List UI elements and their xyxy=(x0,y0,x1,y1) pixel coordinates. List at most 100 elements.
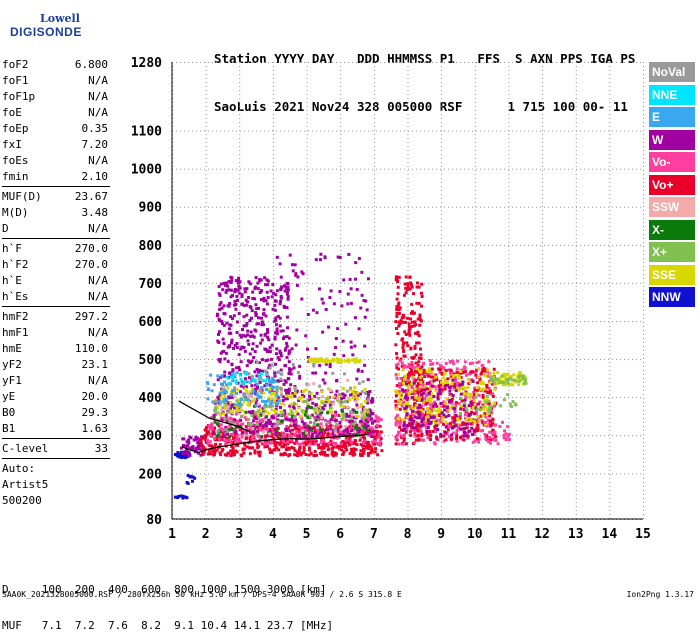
grid-dot xyxy=(441,222,442,223)
grid-dot xyxy=(239,98,240,99)
grid-dot xyxy=(542,418,543,419)
grid-dot xyxy=(552,321,553,322)
grid-dot xyxy=(408,266,409,267)
grid-dot xyxy=(374,78,375,79)
grid-dot xyxy=(542,150,543,151)
grid-dot xyxy=(609,246,610,247)
grid-dot xyxy=(576,498,577,499)
grid-dot xyxy=(264,321,265,322)
grid-dot xyxy=(540,435,541,436)
grid-dot xyxy=(239,226,240,227)
grid-dot xyxy=(396,473,397,474)
grid-dot xyxy=(188,245,189,246)
grid-dot xyxy=(206,394,207,395)
grid-dot xyxy=(280,283,281,284)
grid-dot xyxy=(609,338,610,339)
grid-dot xyxy=(400,207,401,208)
grid-dot xyxy=(612,131,613,132)
grid-dot xyxy=(388,321,389,322)
grid-dot xyxy=(392,245,393,246)
grid-dot xyxy=(580,169,581,170)
grid-dot xyxy=(542,218,543,219)
grid-dot xyxy=(500,435,501,436)
grid-dot xyxy=(307,174,308,175)
grid-dot xyxy=(252,245,253,246)
grid-dot xyxy=(616,473,617,474)
grid-dot xyxy=(206,374,207,375)
echo-point xyxy=(308,449,311,452)
grid-dot xyxy=(273,190,274,191)
grid-dot xyxy=(584,359,585,360)
grid-dot xyxy=(374,226,375,227)
grid-dot xyxy=(408,106,409,107)
grid-dot xyxy=(280,397,281,398)
grid-dot xyxy=(643,274,644,275)
echo-point xyxy=(245,299,248,302)
echo-point xyxy=(285,425,288,428)
grid-dot xyxy=(307,186,308,187)
grid-dot xyxy=(475,322,476,323)
echo-point xyxy=(285,342,288,345)
grid-dot xyxy=(340,150,341,151)
grid-dot xyxy=(512,435,513,436)
grid-dot xyxy=(307,70,308,71)
grid-dot xyxy=(408,142,409,143)
grid-dot xyxy=(643,330,644,331)
grid-dot xyxy=(576,402,577,403)
grid-dot xyxy=(340,382,341,383)
grid-dot xyxy=(384,169,385,170)
grid-dot xyxy=(609,230,610,231)
grid-dot xyxy=(643,414,644,415)
grid-dot xyxy=(239,114,240,115)
grid-dot xyxy=(542,182,543,183)
grid-dot xyxy=(432,131,433,132)
grid-dot xyxy=(239,118,240,119)
grid-dot xyxy=(264,245,265,246)
grid-dot xyxy=(336,283,337,284)
grid-dot xyxy=(292,473,293,474)
grid-dot xyxy=(508,266,509,267)
echo-point xyxy=(354,261,357,264)
grid-dot xyxy=(308,321,309,322)
echo-point xyxy=(331,447,334,450)
grid-dot xyxy=(616,397,617,398)
grid-dot xyxy=(307,218,308,219)
grid-dot xyxy=(206,310,207,311)
grid-dot xyxy=(408,446,409,447)
echo-point xyxy=(314,450,317,453)
grid-dot xyxy=(364,473,365,474)
grid-dot xyxy=(380,62,381,63)
echo-point xyxy=(314,431,317,434)
grid-dot xyxy=(576,410,577,411)
grid-dot xyxy=(548,435,549,436)
grid-dot xyxy=(408,66,409,67)
grid-dot xyxy=(542,494,543,495)
grid-dot xyxy=(206,226,207,227)
echo-point xyxy=(230,279,233,282)
grid-dot xyxy=(273,174,274,175)
grid-dot xyxy=(273,170,274,171)
grid-dot xyxy=(508,362,509,363)
grid-dot xyxy=(408,314,409,315)
grid-dot xyxy=(609,334,610,335)
grid-dot xyxy=(584,283,585,284)
grid-dot xyxy=(643,138,644,139)
grid-dot xyxy=(376,207,377,208)
grid-dot xyxy=(374,214,375,215)
grid-dot xyxy=(508,514,509,515)
grid-dot xyxy=(472,473,473,474)
grid-dot xyxy=(340,198,341,199)
grid-dot xyxy=(609,446,610,447)
grid-dot xyxy=(572,169,573,170)
grid-dot xyxy=(542,470,543,471)
echo-point xyxy=(255,276,258,279)
grid-dot xyxy=(475,226,476,227)
grid-dot xyxy=(609,442,610,443)
grid-dot xyxy=(576,254,577,255)
grid-dot xyxy=(508,102,509,103)
echo-point xyxy=(213,432,216,435)
grid-dot xyxy=(300,62,301,63)
grid-dot xyxy=(312,321,313,322)
grid-dot xyxy=(206,486,207,487)
echo-point xyxy=(273,304,276,307)
